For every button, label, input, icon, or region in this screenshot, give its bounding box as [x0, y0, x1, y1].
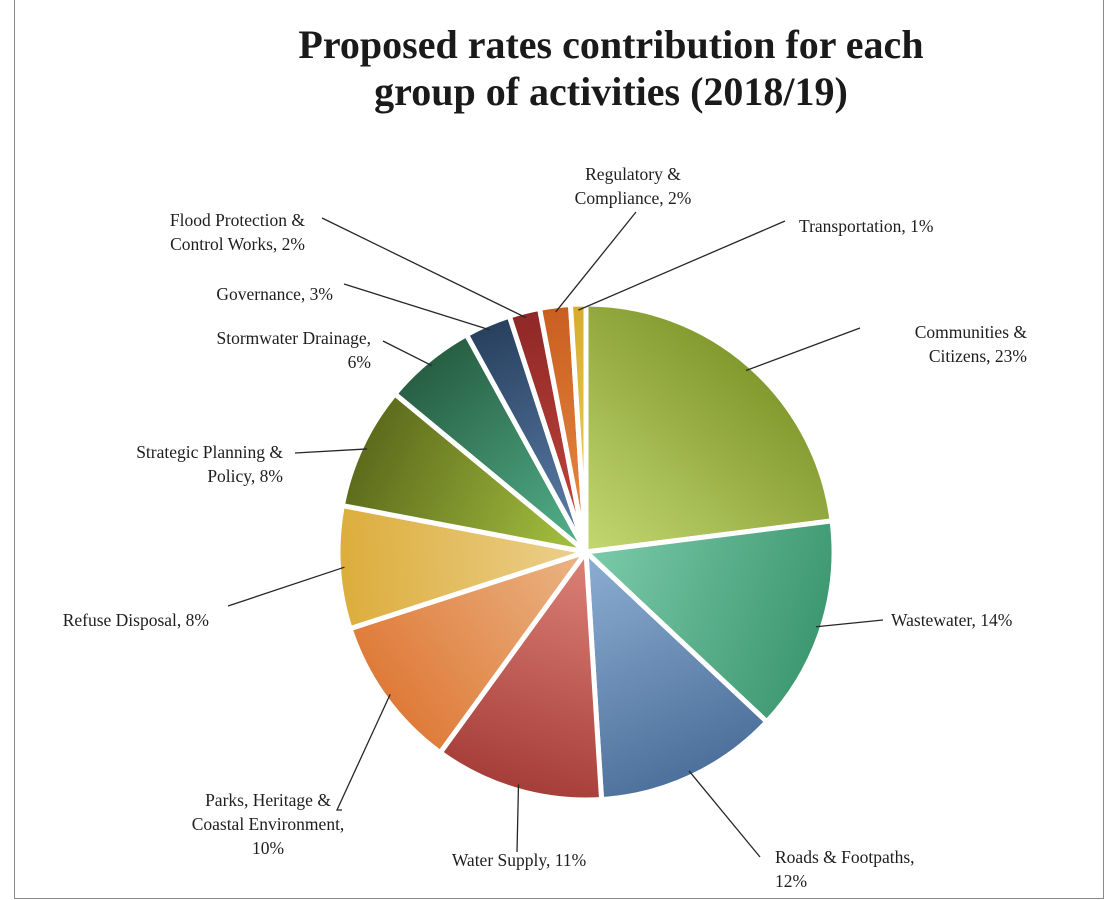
- slice-wastewater: [583, 518, 837, 725]
- leader-line-transportation: [578, 220, 786, 311]
- slice-refuse-disposal: [335, 503, 589, 632]
- label-regulatory-and-compliance: Regulatory & Compliance, 2%: [575, 164, 692, 208]
- slice-transportation: [567, 301, 589, 555]
- label-roads-and-footpaths: Roads & Footpaths, 12%: [775, 847, 915, 891]
- label-refuse-disposal: Refuse Disposal, 8%: [63, 610, 209, 630]
- label-parks-heritage-and-coastal-environment: Parks, Heritage & Coastal Environment, 10%: [192, 790, 345, 858]
- label-transportation: Transportation, 1%: [799, 216, 934, 236]
- pie-chart: Proposed rates contribution for eachgrou…: [63, 22, 1028, 891]
- label-stormwater-drainage: Stormwater Drainage, 6%: [216, 328, 371, 372]
- pie-slices: [335, 301, 837, 803]
- slice-parks-heritage-and-coastal-environment: [347, 549, 589, 756]
- chart-title-line-1: Proposed rates contribution for each: [298, 22, 923, 67]
- slice-communities-and-citizens: [583, 301, 835, 555]
- slice-water-supply: [437, 549, 605, 803]
- label-strategic-planning-and-policy: Strategic Planning & Policy, 8%: [136, 442, 283, 486]
- leader-line-roads-and-footpaths: [688, 770, 761, 858]
- leader-line-wastewater: [816, 619, 884, 628]
- leader-line-governance: [343, 283, 491, 331]
- chart-frame: Proposed rates contribution for each grou…: [14, 0, 1104, 899]
- leader-line-flood-protection-and-control-works: [321, 217, 527, 319]
- leader-line-regulatory-and-compliance: [555, 211, 637, 313]
- chart-title-line-2: group of activities (2018/19): [374, 69, 848, 114]
- leader-line-stormwater-drainage: [382, 340, 433, 367]
- label-wastewater: Wastewater, 14%: [891, 610, 1012, 630]
- leader-line-communities-and-citizens: [745, 327, 861, 372]
- leader-line-refuse-disposal: [227, 566, 345, 607]
- label-water-supply: Water Supply, 11%: [452, 850, 586, 870]
- leader-line-water-supply: [516, 784, 520, 853]
- slice-strategic-planning-and-policy: [339, 391, 589, 555]
- slice-roads-and-footpaths: [583, 549, 770, 803]
- label-flood-protection-and-control-works: Flood Protection & Control Works, 2%: [170, 210, 306, 254]
- leader-line-parks-heritage-and-coastal-environment: [335, 693, 391, 811]
- chart-title: Proposed rates contribution for eachgrou…: [298, 22, 923, 114]
- leader-line-strategic-planning-and-policy: [294, 448, 368, 454]
- label-governance: Governance, 3%: [216, 284, 333, 304]
- leader-lines: [227, 211, 884, 858]
- label-communities-and-citizens: Communities & Citizens, 23%: [915, 322, 1028, 366]
- slice-labels: Communities & Citizens, 23% Wastewater, 14…: [63, 164, 1028, 891]
